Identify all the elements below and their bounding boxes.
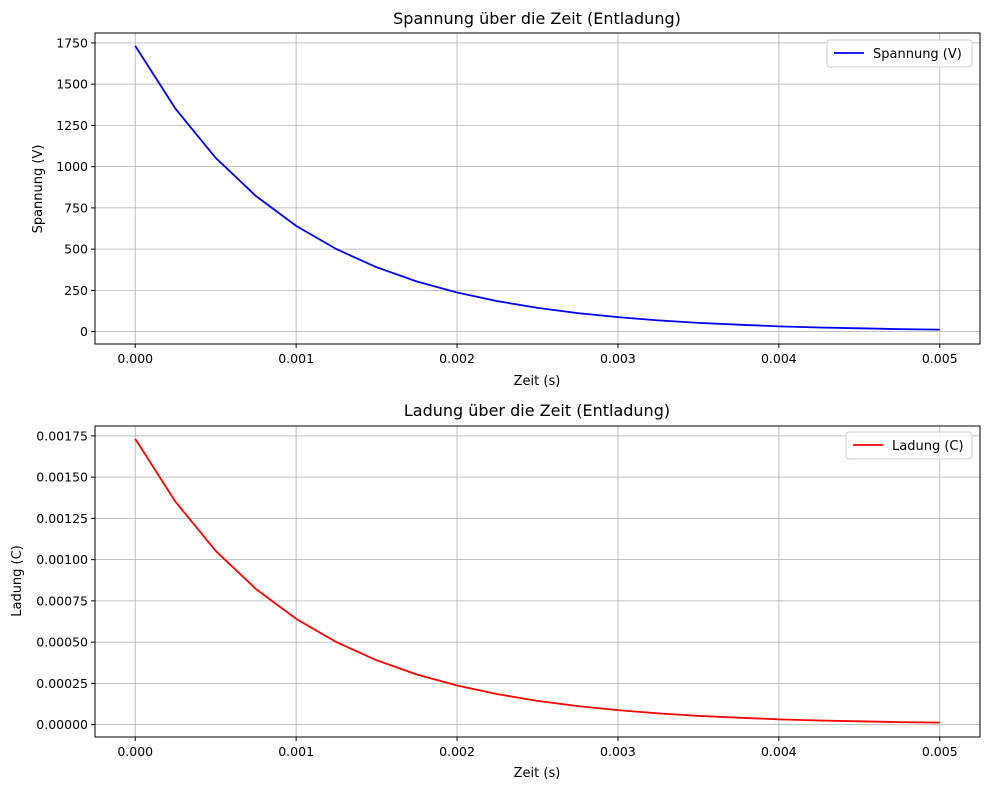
x-tick-label: 0.005 <box>922 351 958 366</box>
legend-box <box>845 431 973 460</box>
legend-label: Spannung (V) <box>873 47 962 62</box>
x-tick-label: 0.004 <box>761 351 797 366</box>
y-tick-label: 250 <box>64 283 88 298</box>
y-tick-label: 1000 <box>56 159 88 174</box>
y-tick-label: 0.00150 <box>36 470 88 485</box>
grid-lines <box>95 426 980 737</box>
x-tick-label: 0.001 <box>278 351 314 366</box>
series-line-charge <box>134 438 940 724</box>
axes-frame <box>94 425 981 738</box>
legend-box <box>826 39 973 68</box>
chart-title: Ladung über die Zeit (Entladung) <box>404 401 670 420</box>
y-tick-label: 0.00125 <box>36 511 88 526</box>
chart-voltage: Spannung über die Zeit (Entladung) 0.000… <box>31 9 981 389</box>
y-tick-label: 1750 <box>56 35 88 50</box>
x-tick-label: 0.003 <box>600 351 636 366</box>
x-tick-label: 0.003 <box>600 744 636 759</box>
legend-label: Ladung (C) <box>892 439 964 454</box>
x-ticks: 0.000 0.001 0.002 0.003 0.004 0.005 <box>117 344 958 366</box>
x-axis-label: Zeit (s) <box>514 374 561 389</box>
y-tick-label: 1500 <box>56 77 88 92</box>
y-axis-label: Ladung (C) <box>10 545 25 617</box>
x-tick-label: 0.002 <box>439 744 475 759</box>
y-tick-label: 0.00175 <box>36 428 88 443</box>
x-tick-label: 0.005 <box>922 744 958 759</box>
x-ticks: 0.000 0.001 0.002 0.003 0.004 0.005 <box>117 737 958 759</box>
legend: Spannung (V) <box>826 39 973 68</box>
legend: Ladung (C) <box>845 431 973 460</box>
x-axis-label: Zeit (s) <box>514 766 561 781</box>
chart-title: Spannung über die Zeit (Entladung) <box>393 9 681 28</box>
y-tick-label: 1250 <box>56 118 88 133</box>
y-tick-label: 0.00050 <box>36 635 88 650</box>
y-ticks: 0 250 500 750 1000 1250 1500 1750 <box>56 35 95 339</box>
chart-charge: Ladung über die Zeit (Entladung) 0.000 0.… <box>10 401 981 781</box>
x-tick-label: 0.000 <box>117 744 153 759</box>
y-tick-label: 0 <box>80 324 88 339</box>
x-tick-label: 0.001 <box>278 744 314 759</box>
series-line-voltage <box>134 45 940 331</box>
x-tick-label: 0.000 <box>117 351 153 366</box>
y-tick-label: 0.00000 <box>36 717 88 732</box>
y-tick-label: 750 <box>64 200 88 215</box>
x-tick-label: 0.004 <box>761 744 797 759</box>
y-axis-label: Spannung (V) <box>31 145 46 234</box>
x-tick-label: 0.002 <box>439 351 475 366</box>
y-tick-label: 0.00075 <box>36 593 88 608</box>
y-tick-label: 0.00025 <box>36 676 88 691</box>
y-tick-label: 500 <box>64 242 88 257</box>
grid-lines <box>95 33 980 344</box>
y-tick-label: 0.00100 <box>36 552 88 567</box>
axes-frame <box>94 32 981 345</box>
y-ticks: 0.00000 0.00025 0.00050 0.00075 0.00100 0.001… <box>36 428 95 732</box>
